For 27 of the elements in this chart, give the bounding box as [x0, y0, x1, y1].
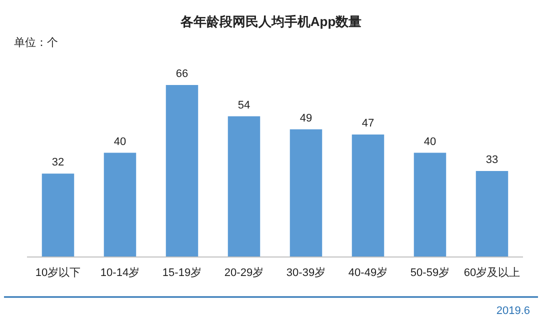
text: 2019.6: [496, 305, 530, 317]
y-axis-title: 单位：个: [14, 36, 58, 49]
x-tick-label: 30-39岁: [286, 267, 326, 279]
data-label: 66: [176, 68, 188, 80]
x-tick-label: 15-19岁: [162, 267, 202, 279]
data-label: 40: [114, 136, 126, 148]
data-label: 47: [362, 118, 374, 130]
x-tick-label: 20-29岁: [224, 267, 264, 279]
bar: [166, 85, 198, 257]
bar: [414, 152, 446, 257]
x-tick-label: 40-49岁: [348, 267, 388, 279]
bar: [42, 174, 74, 257]
data-label: 49: [300, 112, 312, 124]
data-label: 40: [424, 136, 436, 148]
bar: [104, 152, 136, 257]
chart-title: 各年龄段网民人均手机App数量: [179, 14, 362, 29]
x-tick-label: 10-14岁: [100, 267, 140, 279]
data-label: 54: [238, 99, 250, 112]
data-label: 33: [486, 154, 498, 166]
bar: [476, 171, 508, 257]
data-label: 32: [52, 156, 64, 169]
x-tick-label: 60岁及以上: [464, 266, 520, 279]
bar: [352, 134, 384, 257]
bar: [228, 116, 260, 257]
x-tick-label: 10岁以下: [35, 266, 81, 279]
bar: [290, 129, 322, 257]
x-tick-label: 50-59岁: [410, 267, 450, 279]
